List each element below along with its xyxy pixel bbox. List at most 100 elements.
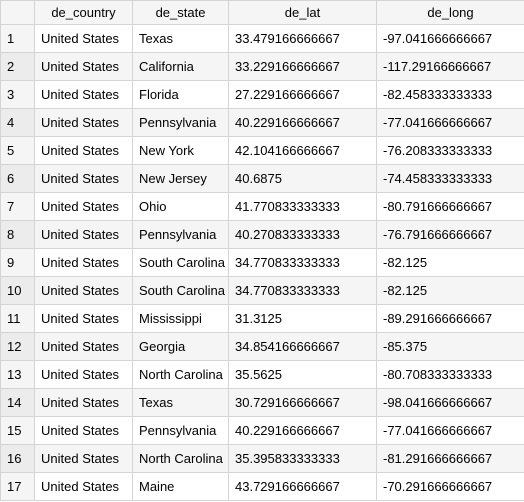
- cell-de_long[interactable]: -89.291666666667: [377, 305, 524, 333]
- table-row[interactable]: 14United StatesTexas30.729166666667-98.0…: [1, 389, 524, 417]
- table-row[interactable]: 11United StatesMississippi31.3125-89.291…: [1, 305, 524, 333]
- cell-de_state[interactable]: Pennsylvania: [133, 221, 229, 249]
- table-row[interactable]: 4United StatesPennsylvania40.22916666666…: [1, 109, 524, 137]
- cell-de_lat[interactable]: 33.229166666667: [229, 53, 377, 81]
- cell-de_lat[interactable]: 43.729166666667: [229, 473, 377, 501]
- row-index-cell[interactable]: 14: [1, 389, 35, 417]
- row-index-cell[interactable]: 6: [1, 165, 35, 193]
- row-index-cell[interactable]: 2: [1, 53, 35, 81]
- table-row[interactable]: 15United StatesPennsylvania40.2291666666…: [1, 417, 524, 445]
- cell-de_long[interactable]: -98.041666666667: [377, 389, 524, 417]
- cell-de_country[interactable]: United States: [35, 305, 133, 333]
- row-index-cell[interactable]: 13: [1, 361, 35, 389]
- row-index-cell[interactable]: 1: [1, 25, 35, 53]
- cell-de_long[interactable]: -77.041666666667: [377, 109, 524, 137]
- col-header-long[interactable]: de_long: [377, 1, 524, 25]
- cell-de_long[interactable]: -80.708333333333: [377, 361, 524, 389]
- cell-de_state[interactable]: Texas: [133, 25, 229, 53]
- cell-de_state[interactable]: South Carolina: [133, 249, 229, 277]
- cell-de_long[interactable]: -82.125: [377, 277, 524, 305]
- cell-de_state[interactable]: Georgia: [133, 333, 229, 361]
- table-row[interactable]: 5United StatesNew York42.104166666667-76…: [1, 137, 524, 165]
- cell-de_state[interactable]: Mississippi: [133, 305, 229, 333]
- row-index-cell[interactable]: 4: [1, 109, 35, 137]
- cell-de_lat[interactable]: 34.770833333333: [229, 277, 377, 305]
- cell-de_state[interactable]: New York: [133, 137, 229, 165]
- cell-de_lat[interactable]: 40.229166666667: [229, 417, 377, 445]
- row-index-cell[interactable]: 16: [1, 445, 35, 473]
- cell-de_long[interactable]: -82.125: [377, 249, 524, 277]
- table-row[interactable]: 13United StatesNorth Carolina35.5625-80.…: [1, 361, 524, 389]
- cell-de_lat[interactable]: 27.229166666667: [229, 81, 377, 109]
- cell-de_lat[interactable]: 30.729166666667: [229, 389, 377, 417]
- cell-de_country[interactable]: United States: [35, 417, 133, 445]
- cell-de_state[interactable]: South Carolina: [133, 277, 229, 305]
- cell-de_country[interactable]: United States: [35, 389, 133, 417]
- row-index-cell[interactable]: 5: [1, 137, 35, 165]
- table-row[interactable]: 16United StatesNorth Carolina35.39583333…: [1, 445, 524, 473]
- cell-de_long[interactable]: -117.29166666667: [377, 53, 524, 81]
- table-row[interactable]: 10United StatesSouth Carolina34.77083333…: [1, 277, 524, 305]
- cell-de_country[interactable]: United States: [35, 221, 133, 249]
- col-header-country[interactable]: de_country: [35, 1, 133, 25]
- row-index-cell[interactable]: 7: [1, 193, 35, 221]
- cell-de_country[interactable]: United States: [35, 249, 133, 277]
- cell-de_lat[interactable]: 33.479166666667: [229, 25, 377, 53]
- row-index-cell[interactable]: 3: [1, 81, 35, 109]
- cell-de_country[interactable]: United States: [35, 445, 133, 473]
- cell-de_long[interactable]: -76.208333333333: [377, 137, 524, 165]
- table-row[interactable]: 7United StatesOhio41.770833333333-80.791…: [1, 193, 524, 221]
- row-index-cell[interactable]: 8: [1, 221, 35, 249]
- cell-de_country[interactable]: United States: [35, 109, 133, 137]
- cell-de_long[interactable]: -70.291666666667: [377, 473, 524, 501]
- cell-de_long[interactable]: -97.041666666667: [377, 25, 524, 53]
- cell-de_lat[interactable]: 35.5625: [229, 361, 377, 389]
- cell-de_state[interactable]: Ohio: [133, 193, 229, 221]
- cell-de_lat[interactable]: 40.270833333333: [229, 221, 377, 249]
- cell-de_lat[interactable]: 34.770833333333: [229, 249, 377, 277]
- cell-de_long[interactable]: -77.041666666667: [377, 417, 524, 445]
- cell-de_country[interactable]: United States: [35, 53, 133, 81]
- row-index-cell[interactable]: 15: [1, 417, 35, 445]
- row-index-cell[interactable]: 17: [1, 473, 35, 501]
- cell-de_state[interactable]: Florida: [133, 81, 229, 109]
- cell-de_country[interactable]: United States: [35, 361, 133, 389]
- cell-de_long[interactable]: -82.458333333333: [377, 81, 524, 109]
- table-row[interactable]: 6United StatesNew Jersey40.6875-74.45833…: [1, 165, 524, 193]
- cell-de_lat[interactable]: 31.3125: [229, 305, 377, 333]
- cell-de_long[interactable]: -81.291666666667: [377, 445, 524, 473]
- cell-de_lat[interactable]: 40.6875: [229, 165, 377, 193]
- cell-de_country[interactable]: United States: [35, 473, 133, 501]
- cell-de_country[interactable]: United States: [35, 193, 133, 221]
- cell-de_country[interactable]: United States: [35, 25, 133, 53]
- cell-de_lat[interactable]: 34.854166666667: [229, 333, 377, 361]
- cell-de_lat[interactable]: 42.104166666667: [229, 137, 377, 165]
- row-index-cell[interactable]: 10: [1, 277, 35, 305]
- cell-de_state[interactable]: North Carolina: [133, 445, 229, 473]
- cell-de_long[interactable]: -76.791666666667: [377, 221, 524, 249]
- col-header-lat[interactable]: de_lat: [229, 1, 377, 25]
- cell-de_lat[interactable]: 40.229166666667: [229, 109, 377, 137]
- table-row[interactable]: 2United StatesCalifornia33.229166666667-…: [1, 53, 524, 81]
- cell-de_long[interactable]: -85.375: [377, 333, 524, 361]
- cell-de_long[interactable]: -74.458333333333: [377, 165, 524, 193]
- cell-de_state[interactable]: Maine: [133, 473, 229, 501]
- cell-de_lat[interactable]: 41.770833333333: [229, 193, 377, 221]
- cell-de_country[interactable]: United States: [35, 81, 133, 109]
- table-row[interactable]: 3United StatesFlorida27.229166666667-82.…: [1, 81, 524, 109]
- table-row[interactable]: 1United StatesTexas33.479166666667-97.04…: [1, 25, 524, 53]
- row-index-cell[interactable]: 9: [1, 249, 35, 277]
- row-index-cell[interactable]: 12: [1, 333, 35, 361]
- cell-de_country[interactable]: United States: [35, 277, 133, 305]
- col-header-index[interactable]: [1, 1, 35, 25]
- cell-de_state[interactable]: Pennsylvania: [133, 417, 229, 445]
- cell-de_lat[interactable]: 35.395833333333: [229, 445, 377, 473]
- cell-de_state[interactable]: Texas: [133, 389, 229, 417]
- cell-de_state[interactable]: North Carolina: [133, 361, 229, 389]
- cell-de_country[interactable]: United States: [35, 137, 133, 165]
- cell-de_state[interactable]: Pennsylvania: [133, 109, 229, 137]
- cell-de_country[interactable]: United States: [35, 165, 133, 193]
- table-row[interactable]: 17United StatesMaine43.729166666667-70.2…: [1, 473, 524, 501]
- table-row[interactable]: 8United StatesPennsylvania40.27083333333…: [1, 221, 524, 249]
- table-row[interactable]: 12United StatesGeorgia34.854166666667-85…: [1, 333, 524, 361]
